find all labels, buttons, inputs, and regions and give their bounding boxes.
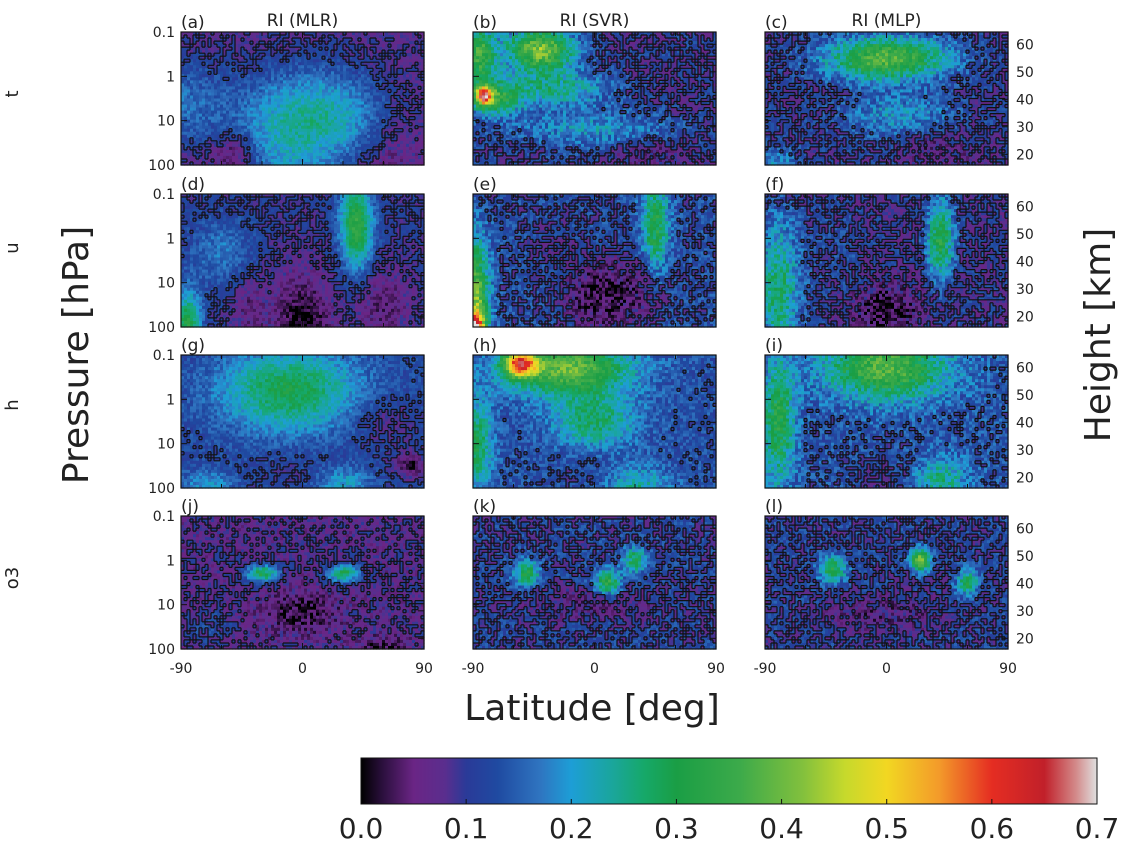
y-tick-label: 0.1 bbox=[153, 25, 175, 41]
y-tick-label: 10 bbox=[157, 114, 175, 130]
panel-title: RI (MLR) bbox=[267, 11, 338, 31]
panel-b: (b) RI (SVR) bbox=[473, 11, 717, 166]
panel-letter: (a) bbox=[181, 13, 205, 33]
y-tick-label: 1 bbox=[166, 69, 175, 85]
y-tick-label: 100 bbox=[148, 158, 175, 174]
panel-a: 0.1 1 10 100 (a) RI (MLR) bbox=[148, 11, 424, 174]
